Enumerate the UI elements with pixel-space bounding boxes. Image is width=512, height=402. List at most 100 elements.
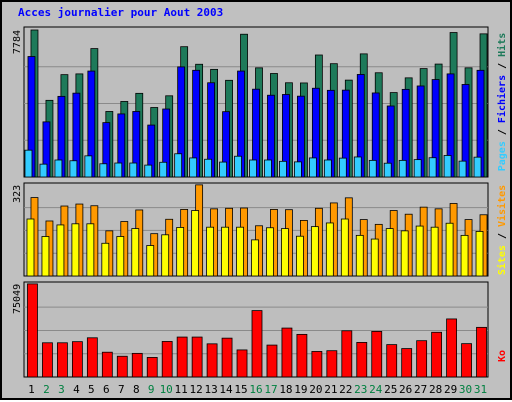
bar-sites-day-28 (430, 226, 439, 277)
bar-sites-day-11 (176, 227, 185, 277)
bar-sites-day-21 (325, 222, 334, 277)
x-tick-label: 24 (369, 383, 383, 396)
bar-pages-day-20 (308, 157, 317, 178)
x-tick-label: 26 (399, 383, 412, 396)
x-tick-label: 7 (118, 383, 125, 396)
bar-ko-day-17 (266, 344, 278, 378)
panel-mid-bars (26, 184, 488, 277)
bar-ko-day-23 (356, 341, 368, 378)
bar-ko-day-2 (42, 342, 53, 378)
legend-separator: / (497, 123, 508, 141)
legend-ko: Ko (497, 350, 508, 362)
x-tick-label: 20 (309, 383, 322, 396)
bar-ko-day-6 (101, 351, 113, 378)
bar-pages-day-13 (204, 158, 213, 178)
bar-pages-day-9 (144, 164, 153, 178)
bar-pages-day-3 (54, 159, 63, 178)
panel-bot-legend: Ko (497, 350, 508, 362)
bar-pages-day-12 (189, 157, 198, 178)
bar-ko-day-8 (131, 352, 143, 378)
bar-ko-day-30 (461, 343, 472, 378)
panel-bot-bars (27, 283, 487, 378)
panel-mid-legend: Sites / Visites (496, 185, 508, 275)
bar-ko-day-18 (281, 327, 293, 378)
bar-ko-day-5 (86, 337, 98, 378)
bar-sites-day-8 (131, 228, 140, 277)
x-tick-label: 9 (148, 383, 155, 396)
panel-top-legend: Pages / Fichiers / Hits (496, 33, 508, 172)
bar-sites-day-10 (161, 234, 170, 277)
bar-ko-day-20 (311, 351, 323, 378)
x-tick-label: 2 (43, 383, 50, 396)
x-tick-label: 17 (264, 383, 277, 396)
bar-ko-day-21 (326, 350, 338, 378)
bar-pages-day-16 (249, 159, 257, 178)
bar-sites-day-16 (251, 239, 259, 277)
bar-sites-day-30 (460, 234, 469, 277)
x-tick-label: 25 (384, 383, 397, 396)
bar-pages-day-21 (323, 159, 332, 178)
bar-ko-day-10 (161, 341, 173, 378)
bar-sites-day-9 (146, 245, 155, 277)
bar-pages-day-28 (428, 157, 437, 178)
legend-pages: Pages (497, 141, 508, 171)
bar-pages-day-24 (368, 159, 377, 178)
bar-sites-day-7 (116, 236, 125, 277)
bar-sites-day-18 (281, 228, 289, 277)
x-tick-label: 6 (103, 383, 110, 396)
panel-mid: 323 Sites / Visites (12, 182, 508, 277)
bar-pages-day-17 (264, 159, 272, 178)
legend-visites: Visites (496, 185, 508, 227)
x-tick-label: 22 (339, 383, 352, 396)
bar-ko-day-24 (371, 330, 383, 378)
bar-ko-day-12 (191, 336, 203, 378)
bar-ko-day-31 (476, 326, 487, 378)
bar-sites-day-13 (206, 226, 215, 277)
bar-pages-day-15 (234, 155, 242, 178)
bar-sites-day-25 (385, 228, 394, 277)
legend-hits: Hits (496, 33, 508, 57)
bar-pages-day-7 (114, 162, 123, 178)
bar-pages-day-22 (338, 157, 347, 178)
legend-separator: / (497, 227, 508, 245)
x-tick-label: 11 (175, 383, 188, 396)
bar-pages-day-29 (443, 155, 452, 178)
bar-sites-day-23 (355, 234, 364, 277)
x-tick-label: 21 (324, 383, 337, 396)
x-tick-label: 28 (429, 383, 442, 396)
bar-sites-day-31 (475, 231, 484, 277)
bar-pages-day-8 (129, 162, 138, 178)
x-tick-label: 23 (354, 383, 367, 396)
legend-fichiers: Fichiers (496, 75, 508, 123)
x-tick-label: 19 (294, 383, 307, 396)
bar-ko-day-4 (71, 341, 83, 378)
bar-ko-day-22 (341, 330, 353, 378)
bar-ko-day-7 (116, 355, 128, 378)
bar-pages-day-25 (383, 162, 392, 178)
bar-pages-day-14 (219, 161, 227, 178)
panel-top-bars (24, 29, 488, 178)
bar-sites-day-2 (41, 236, 50, 277)
bar-pages-day-26 (398, 159, 407, 178)
x-tick-label: 16 (249, 383, 262, 396)
legend-separator: / (497, 57, 508, 75)
daily-access-chart: Acces journalier pour Aout 2003 7784 Page… (12, 6, 508, 396)
bar-ko-day-19 (296, 333, 308, 378)
bar-sites-day-15 (236, 226, 244, 277)
bar-ko-day-25 (386, 344, 398, 378)
chart-title: Acces journalier pour Aout 2003 (18, 6, 223, 19)
bar-pages-day-23 (353, 156, 362, 178)
bar-sites-day-24 (370, 238, 379, 277)
x-tick-label: 1 (28, 383, 35, 396)
bar-sites-day-29 (445, 222, 454, 277)
x-tick-label: 8 (133, 383, 140, 396)
bar-ko-day-9 (146, 357, 158, 378)
bar-sites-day-17 (266, 227, 274, 277)
x-tick-label: 5 (88, 383, 95, 396)
bar-ko-day-29 (446, 318, 457, 378)
panel-top-max-label: 7784 (12, 30, 23, 54)
bar-sites-day-1 (26, 218, 35, 277)
bar-sites-day-20 (310, 226, 319, 277)
x-tick-label: 13 (204, 383, 217, 396)
